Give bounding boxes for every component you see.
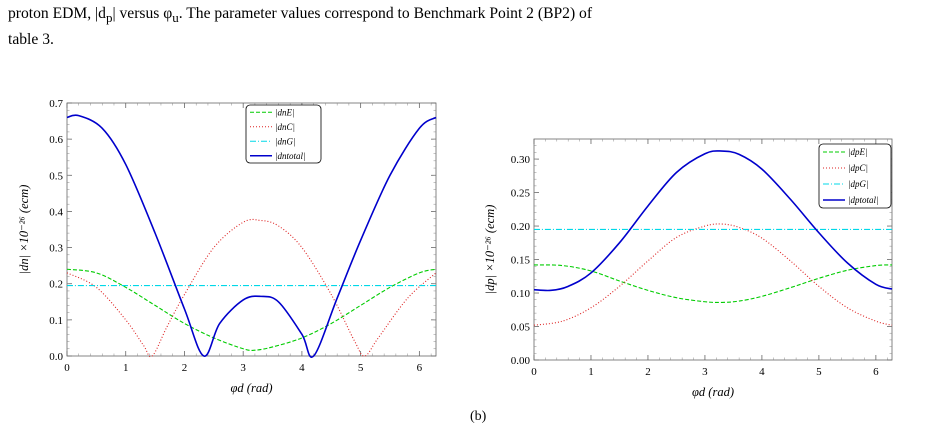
y-tick-label: 0.0 — [49, 351, 63, 363]
x-tick-label: 3 — [240, 362, 246, 374]
x-tick-label: 6 — [873, 366, 879, 378]
x-tick-label: 1 — [123, 362, 128, 374]
neutron-edm-plot: 0 1 2 3 4 5 6 0.0 0.1 0.2 0.3 0.4 0.5 0.6 0.7 φd (rad) |… — [17, 98, 437, 395]
x-tick-label: 2 — [645, 366, 651, 378]
legend-label: |dpC| — [848, 163, 868, 173]
caption-text-3: . The parameter values correspond to Ben… — [178, 5, 593, 22]
caption-sub-u: u — [172, 10, 179, 26]
figure-caption: proton EDM, |dp| versus φu. The paramete… — [8, 3, 944, 51]
y-tick-label: 0.25 — [511, 188, 531, 200]
y-tick-label: 0.05 — [511, 322, 531, 334]
legend-label: |dpE| — [848, 147, 867, 157]
legend-label: |dntotal| — [275, 151, 305, 161]
x-tick-label: 6 — [417, 362, 423, 374]
x-tick-label: 2 — [182, 362, 188, 374]
x-tick-label: 0 — [64, 362, 70, 374]
y-tick-label: 0.00 — [511, 355, 531, 367]
y-tick-label: 0.15 — [511, 255, 531, 267]
y-tick-label: 0.2 — [49, 279, 63, 291]
legend-label: |dptotal| — [848, 195, 878, 205]
y-tick-label: 0.30 — [511, 154, 531, 166]
series-line — [533, 223, 893, 326]
x-tick-label: 1 — [588, 366, 594, 378]
plot-frame — [66, 102, 437, 357]
caption-text-2: | versus φ — [112, 5, 173, 22]
y-tick-label: 0.3 — [49, 243, 63, 255]
x-tick-label: 3 — [702, 366, 708, 378]
x-axis-title: φd (rad) — [692, 385, 734, 399]
plot-frame — [533, 138, 893, 361]
series-line — [533, 264, 893, 304]
caption-line-2: table 3. — [8, 31, 54, 49]
caption-text-1: proton EDM, |d — [8, 5, 106, 22]
series-line — [66, 268, 437, 351]
legend-box — [245, 104, 322, 164]
proton-edm-plot: 0 1 2 3 4 5 6 0.00 0.05 0.10 0.15 0.20 0.25 0.30 φd (r… — [483, 138, 893, 399]
y-tick-label: 0.4 — [49, 206, 63, 218]
caption-line-1: proton EDM, |dp| versus φu. The paramete… — [8, 3, 944, 29]
y-tick-label: 0.20 — [511, 221, 531, 233]
legend-label: |dnC| — [275, 122, 295, 132]
legend-label: |dnG| — [275, 136, 295, 146]
legend-label: |dnE| — [275, 107, 294, 117]
x-tick-label: 4 — [759, 366, 765, 378]
x-tick-label: 4 — [299, 362, 305, 374]
series-line — [533, 150, 893, 292]
y-axis-title: |dn| ×10⁻²⁶ (ecm) — [17, 185, 31, 275]
caption-sub-p: p — [105, 10, 113, 26]
x-tick-label: 5 — [358, 362, 364, 374]
subfigure-label: (b) — [470, 409, 487, 424]
legend-box — [818, 143, 892, 209]
series-line — [66, 114, 437, 358]
y-tick-label: 0.6 — [49, 134, 63, 146]
x-tick-label: 0 — [531, 366, 537, 378]
x-tick-label: 5 — [816, 366, 822, 378]
legend-label: |dpG| — [848, 179, 868, 189]
y-tick-label: 0.5 — [49, 170, 63, 182]
y-tick-label: 0.7 — [49, 98, 63, 110]
y-tick-label: 0.1 — [49, 315, 63, 327]
y-axis-title: |dp| ×10⁻²⁶ (ecm) — [483, 205, 497, 295]
x-axis-title: φd (rad) — [231, 381, 273, 395]
series-line — [66, 218, 437, 358]
y-tick-label: 0.10 — [511, 288, 531, 300]
